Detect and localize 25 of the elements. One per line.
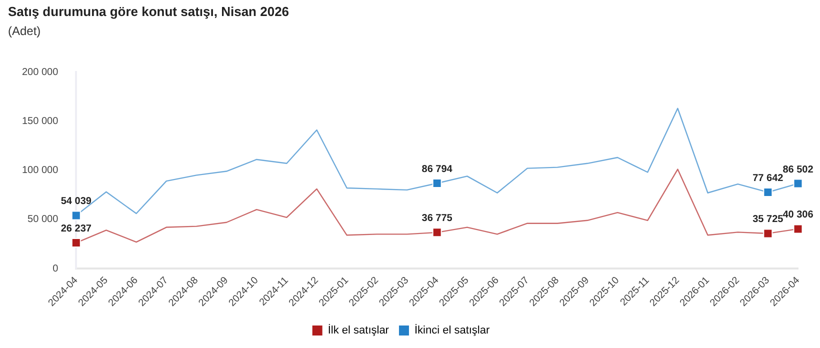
point: [71, 238, 81, 248]
point: [432, 228, 442, 238]
data-label: 54 039: [60, 196, 92, 208]
y-tick-label: 100 000: [22, 165, 59, 176]
data-label: 26 237: [60, 224, 92, 235]
y-tick-label: 150 000: [22, 116, 59, 127]
chart-title: Satış durumuna göre konut satışı, Nisan 2026: [8, 4, 290, 19]
y-tick-label: 0: [52, 263, 59, 274]
point: [763, 188, 773, 197]
data-label: 86 794: [422, 164, 453, 176]
data-label: 40 306: [782, 210, 814, 221]
data-label: 86 502: [782, 164, 814, 176]
data-label: 77 642: [752, 173, 784, 184]
legend-label: İlk el satışlar: [328, 324, 390, 337]
data-label: 36 775: [422, 213, 453, 224]
y-tick-label: 50 000: [28, 214, 59, 226]
point: [793, 224, 803, 234]
point: [432, 178, 442, 188]
chart-subtitle: (Adet): [8, 24, 41, 38]
legend-label: İkinci el satışlar: [414, 324, 490, 337]
data-label: 35 725: [752, 214, 784, 226]
point: [763, 228, 773, 238]
y-tick-label: 200 000: [22, 66, 59, 78]
point: [793, 178, 803, 188]
point: [71, 210, 81, 220]
